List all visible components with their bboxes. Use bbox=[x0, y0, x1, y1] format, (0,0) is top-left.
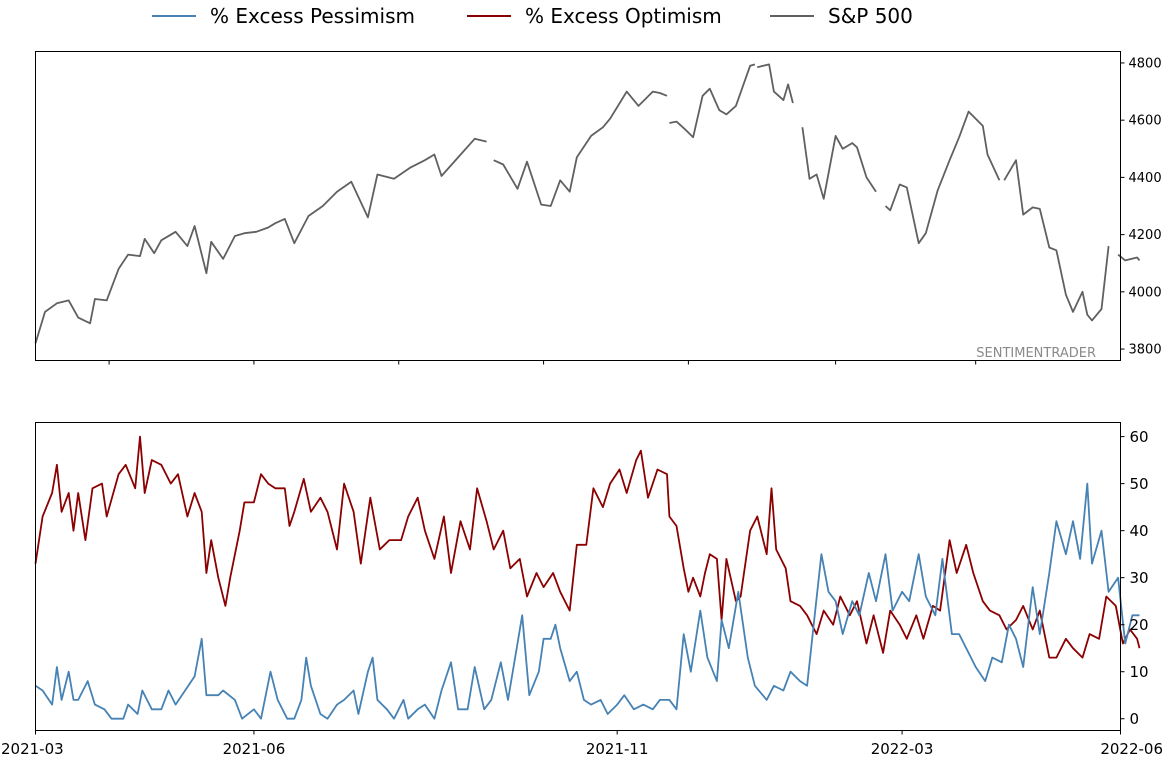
bottom-y-tick-label: 0 bbox=[1130, 710, 1140, 728]
sp500-line-segment-5 bbox=[801, 127, 877, 200]
sp500-line-segment-6 bbox=[884, 110, 1001, 245]
top-plot-frame bbox=[35, 51, 1121, 361]
bottom-panel: 0 10 20 30 40 50 60 2021-03 2021-06 2021-11 2022-… bbox=[1, 422, 1163, 758]
bottom-x-tick-label: 2022-03 bbox=[871, 740, 934, 758]
sp500-line-segment-2 bbox=[493, 90, 668, 207]
sp500-line-segment-7 bbox=[1003, 159, 1110, 322]
legend-label-optimism: % Excess Optimism bbox=[525, 4, 722, 28]
bottom-y-tick-label: 50 bbox=[1130, 475, 1149, 493]
sp500-line-segment-4 bbox=[757, 63, 794, 104]
bottom-plot-frame bbox=[35, 422, 1121, 731]
sentiment-series bbox=[34, 435, 1141, 720]
optimism-line bbox=[34, 435, 1141, 659]
sp500-line-segment-1 bbox=[34, 137, 487, 344]
bottom-y-tick-label: 30 bbox=[1130, 569, 1149, 587]
top-y-tick-label: 4400 bbox=[1129, 171, 1162, 186]
sp500-line-segment-8 bbox=[1117, 253, 1141, 262]
top-x-ticks bbox=[108, 360, 977, 365]
top-y-tick-label: 4800 bbox=[1129, 56, 1162, 71]
bottom-y-tick-label: 40 bbox=[1130, 522, 1149, 540]
bottom-x-tick-label: 2021-11 bbox=[586, 740, 649, 758]
legend-label-pessimism: % Excess Pessimism bbox=[210, 4, 415, 28]
bottom-x-tick-label: 2021-06 bbox=[223, 740, 286, 758]
top-y-axis: 3800 4000 4200 4400 4600 4800 bbox=[1120, 56, 1162, 358]
bottom-y-tick-label: 60 bbox=[1130, 428, 1149, 446]
bottom-y-axis: 0 10 20 30 40 50 60 bbox=[1120, 428, 1149, 728]
top-y-tick-label: 4600 bbox=[1129, 114, 1162, 129]
bottom-x-tick-label: 2021-03 bbox=[1, 740, 64, 758]
bottom-x-tick-label: 2022-06 bbox=[1100, 740, 1163, 758]
top-y-tick-label: 3800 bbox=[1129, 343, 1162, 358]
top-panel: 3800 4000 4200 4400 4600 4800 SENTIMENTRADER bbox=[34, 51, 1162, 365]
sp500-line-segment-3 bbox=[669, 63, 756, 139]
bottom-y-tick-label: 10 bbox=[1130, 663, 1149, 681]
top-y-tick-label: 4200 bbox=[1129, 228, 1162, 243]
watermark: SENTIMENTRADER bbox=[976, 346, 1096, 361]
sp500-series bbox=[34, 63, 1141, 344]
pessimism-line bbox=[35, 482, 1140, 720]
legend-label-sp500: S&P 500 bbox=[828, 4, 913, 28]
bottom-y-tick-label: 20 bbox=[1130, 616, 1149, 634]
top-y-tick-label: 4000 bbox=[1129, 285, 1162, 300]
bottom-x-axis: 2021-03 2021-06 2021-11 2022-03 2022-06 bbox=[1, 730, 1163, 758]
legend: % Excess Pessimism % Excess Optimism S&P… bbox=[152, 4, 913, 28]
